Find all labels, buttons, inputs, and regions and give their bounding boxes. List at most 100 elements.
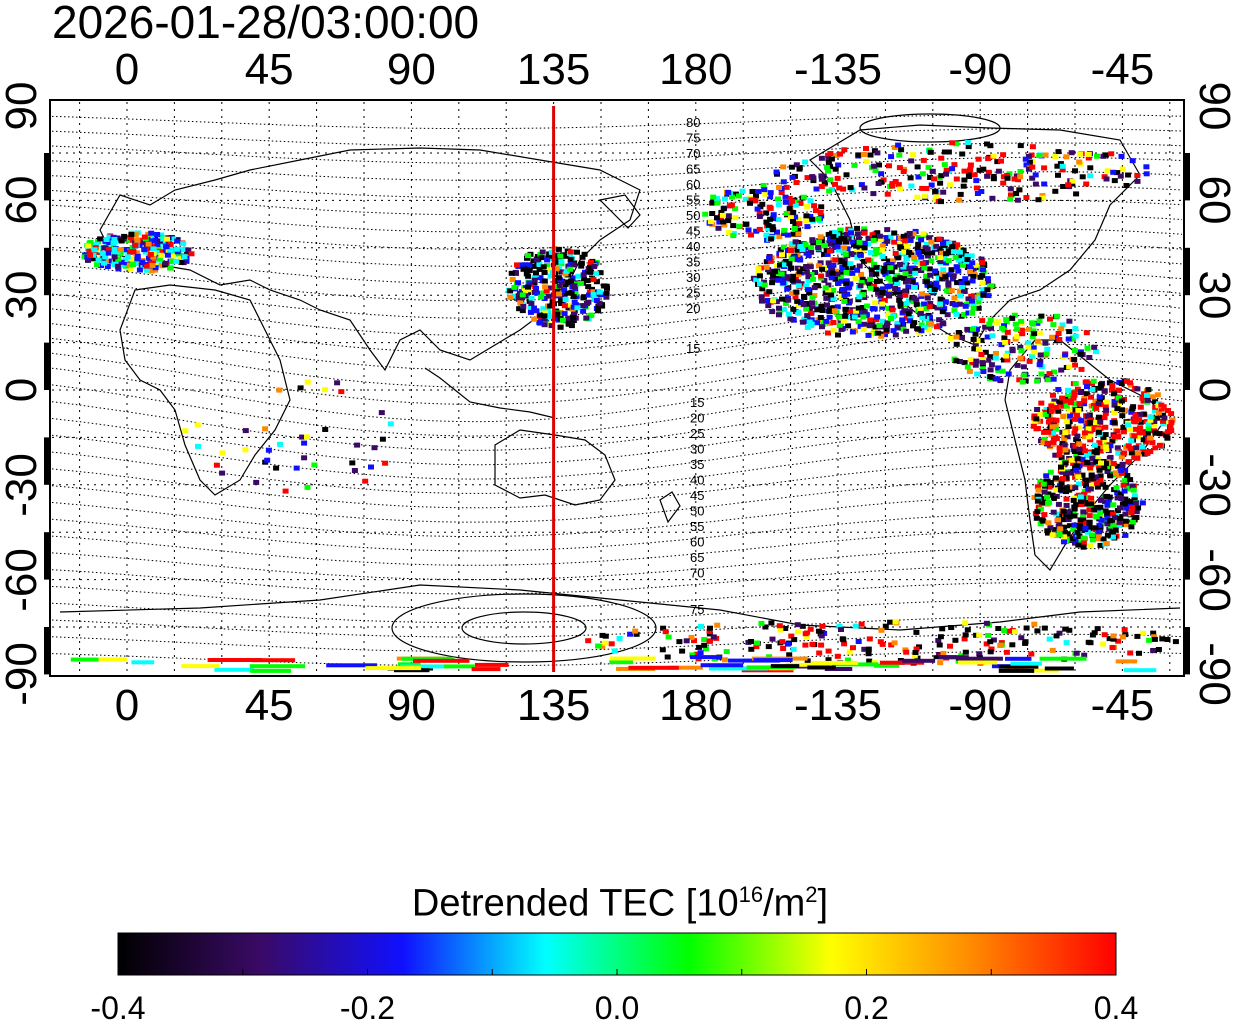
tec-data-point (1058, 326, 1065, 332)
tec-data-point (150, 246, 157, 252)
tec-data-point (855, 297, 862, 303)
tec-data-point (1100, 434, 1107, 440)
tec-data-point (824, 302, 830, 308)
tec-data-point (1080, 443, 1087, 449)
tec-data-point (1061, 442, 1068, 448)
tec-data-point (558, 259, 565, 265)
tec-data-point (1014, 326, 1021, 332)
tec-data-point (841, 147, 848, 153)
tec-data-point (273, 465, 280, 471)
tec-data-point (809, 216, 816, 222)
tec-data-point (1029, 353, 1035, 359)
tec-data-point (928, 321, 935, 327)
tec-data-point (1139, 500, 1146, 506)
tec-data-point (1034, 493, 1041, 499)
tec-data-point (879, 247, 886, 253)
tec-data-point (574, 305, 581, 311)
tec-data-point (852, 623, 859, 629)
tec-data-point (1060, 414, 1067, 419)
tec-data-point (1096, 467, 1103, 473)
tec-data-point (919, 249, 926, 254)
tec-data-point (413, 658, 470, 663)
tec-data-point (1096, 394, 1103, 400)
tec-data-point (1121, 488, 1128, 494)
tec-data-point (766, 289, 773, 295)
tec-data-point (173, 246, 180, 252)
tec-data-point (881, 297, 888, 303)
tec-data-point (1125, 172, 1132, 178)
tec-data-point (1036, 318, 1043, 324)
tec-data-point (533, 257, 540, 263)
tec-data-point (888, 316, 894, 321)
tec-data-point (1037, 358, 1044, 364)
tec-data-point (907, 175, 914, 181)
tec-data-point (519, 295, 526, 301)
tec-data-point (998, 668, 1035, 673)
tec-data-point (853, 243, 860, 249)
tec-data-point (537, 312, 544, 318)
tec-data-point (879, 318, 886, 324)
tec-data-point (912, 650, 919, 655)
tec-data-point (913, 302, 920, 308)
tec-data-point (1118, 496, 1125, 501)
tec-data-point (1095, 429, 1102, 435)
tec-data-point (821, 277, 828, 283)
tec-data-point (1077, 390, 1084, 395)
maglat-contour (51, 214, 1183, 250)
tec-data-point (769, 224, 776, 230)
tec-data-point (747, 200, 753, 206)
maglat-label-south: 55 (690, 519, 704, 534)
tec-data-point (838, 278, 845, 284)
tec-data-point (1050, 496, 1057, 501)
maglat-label-south: 40 (690, 473, 704, 488)
tec-data-point (969, 310, 975, 316)
tec-data-point (1086, 355, 1093, 360)
tec-data-point (1025, 340, 1032, 346)
tec-data-point (835, 162, 842, 168)
tec-data-point (262, 426, 269, 432)
tec-data-point (1111, 434, 1118, 440)
tec-data-point (105, 250, 111, 256)
tec-data-point (964, 280, 971, 286)
tec-data-point (980, 267, 986, 273)
tec-data-point (882, 235, 889, 241)
tec-data-point (855, 305, 862, 311)
tec-data-point (1122, 518, 1129, 524)
tec-data-point (949, 244, 956, 250)
tec-data-point (948, 288, 955, 294)
tec-data-point (1051, 369, 1058, 375)
tec-data-point (1144, 392, 1150, 398)
tec-data-point (956, 331, 963, 337)
tec-data-point (730, 223, 737, 229)
coastline-path (598, 194, 641, 229)
tec-data-point (542, 284, 549, 290)
tec-data-point (1005, 656, 1032, 661)
maglat-contour (51, 243, 1183, 285)
tec-data-point (1147, 435, 1154, 441)
tec-data-point (251, 658, 296, 663)
tec-data-point (539, 249, 546, 255)
maglat-contour (51, 513, 1183, 552)
tec-data-point (1014, 334, 1021, 340)
tec-data-point (923, 241, 930, 247)
tec-data-point (563, 268, 570, 274)
coastline-path (99, 147, 641, 372)
tec-data-point (102, 254, 109, 260)
tec-data-point (832, 268, 839, 274)
maglat-contour (51, 113, 1183, 130)
tec-data-point (762, 191, 769, 197)
tec-data-point (865, 257, 872, 263)
tec-data-point (1164, 429, 1171, 435)
tec-data-point (1031, 495, 1038, 500)
tec-data-point (857, 244, 864, 250)
tec-data-point (937, 180, 944, 186)
tec-data-point (1045, 429, 1052, 435)
tec-data-point (596, 300, 603, 306)
tec-data-point (805, 253, 812, 259)
tec-data-point (792, 214, 799, 220)
tec-data-point (988, 362, 995, 368)
tec-data-point (1104, 469, 1111, 474)
tec-data-point (987, 639, 994, 645)
tec-data-point (128, 231, 135, 237)
tec-data-point (965, 310, 972, 316)
